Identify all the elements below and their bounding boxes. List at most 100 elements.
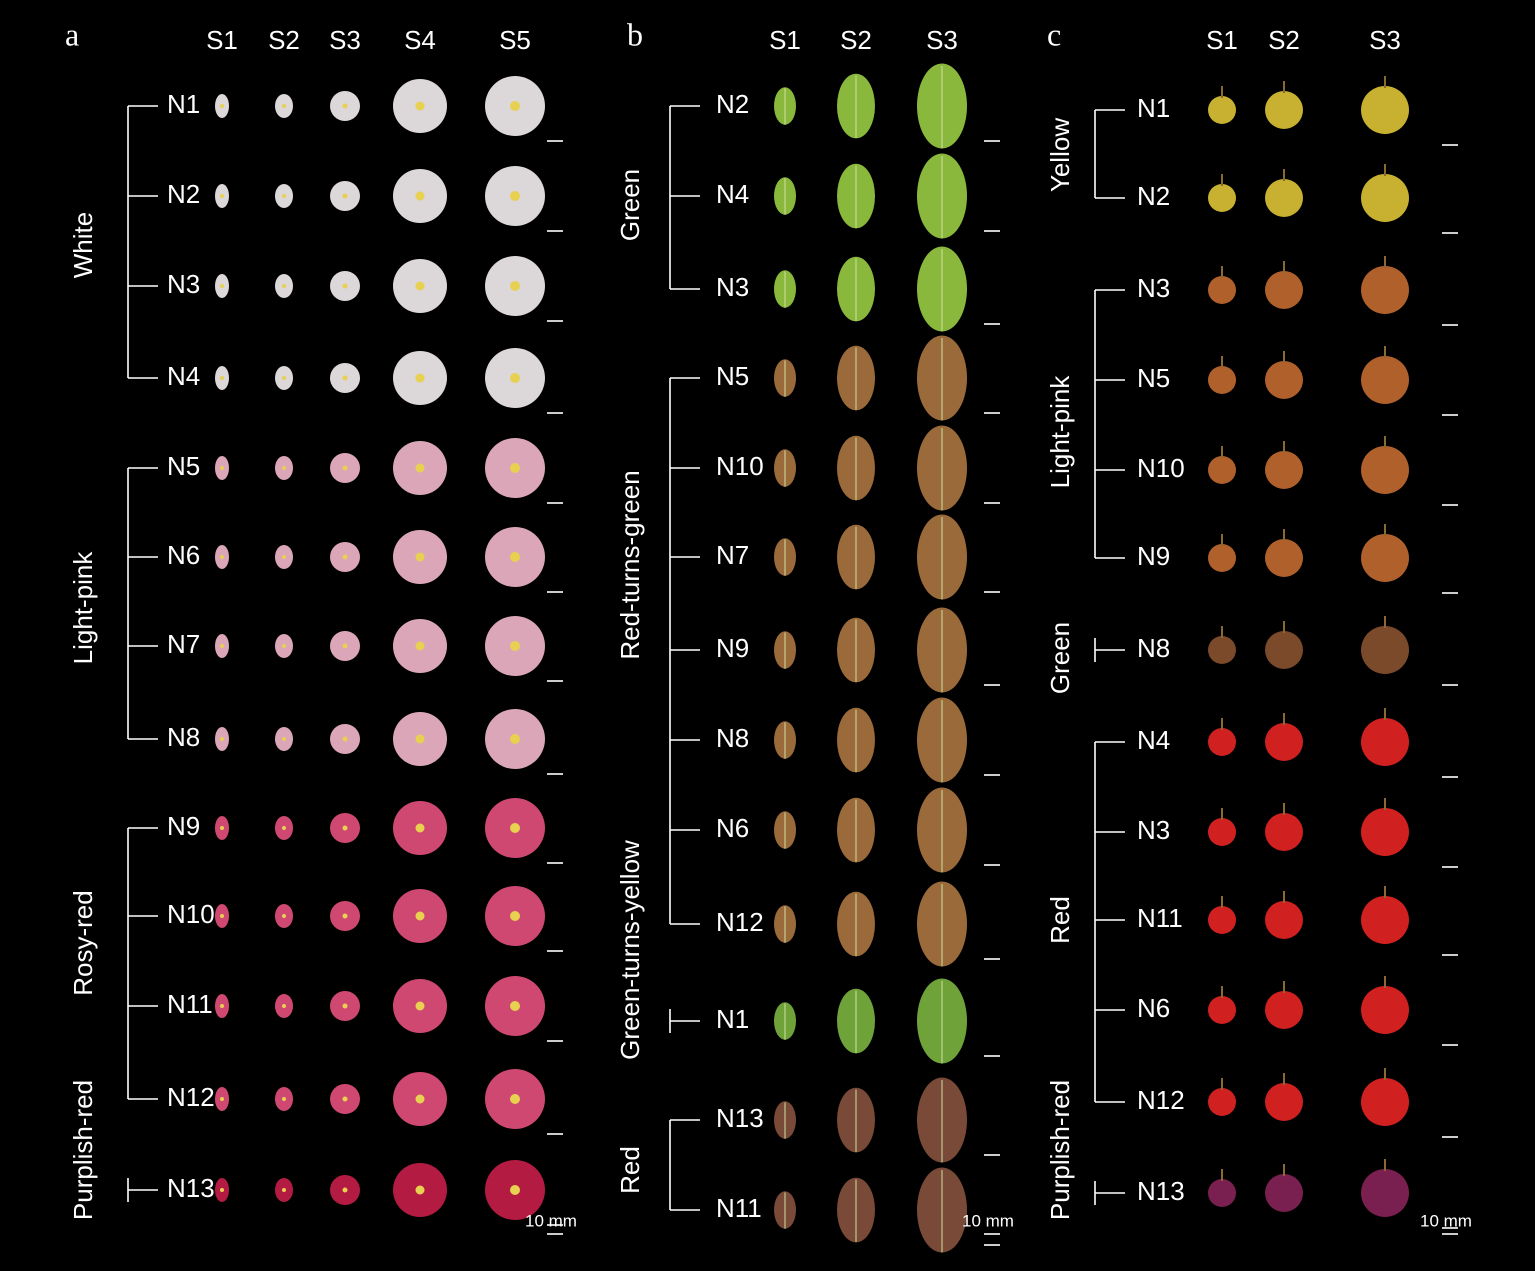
column-label: S2 <box>840 25 872 55</box>
flower-center <box>220 555 224 559</box>
row-label: N10 <box>716 451 764 481</box>
fruit-photo <box>1265 723 1303 761</box>
flower-center <box>342 193 348 199</box>
row-label: N6 <box>167 540 200 570</box>
flower-center <box>220 194 224 198</box>
group-label: Light-pink <box>1045 375 1075 489</box>
fruit-photo <box>1361 626 1409 674</box>
group-label: Purplish-red <box>68 1080 98 1220</box>
row-label: N11 <box>716 1193 762 1223</box>
row-label: N9 <box>716 633 749 663</box>
row-label: N5 <box>167 451 200 481</box>
fruit-photo <box>1265 451 1303 489</box>
flower-center <box>220 376 224 380</box>
flower-center <box>510 911 520 921</box>
flower-center <box>342 103 348 109</box>
column-label: S1 <box>769 25 801 55</box>
flower-center <box>415 191 425 201</box>
flower-center <box>510 373 520 383</box>
flower-center <box>342 554 348 560</box>
column-label: S3 <box>1369 25 1401 55</box>
fruit-photo <box>1208 456 1236 484</box>
flower-center <box>510 101 520 111</box>
fruit-photo <box>1265 91 1303 129</box>
flower-center <box>415 1185 425 1195</box>
flower-center <box>510 463 520 473</box>
row-label: N3 <box>167 269 200 299</box>
row-label: N4 <box>167 361 200 391</box>
fruit-photo <box>1208 906 1236 934</box>
row-label: N11 <box>1137 903 1183 933</box>
row-label: N5 <box>716 361 749 391</box>
group-label: Rosy-red <box>68 890 98 995</box>
row-label: N1 <box>1137 93 1170 123</box>
group-label: Yellow <box>1045 118 1075 192</box>
flower-center <box>282 376 286 380</box>
fruit-photo <box>1208 1088 1236 1116</box>
fruit-photo <box>1361 986 1409 1034</box>
row-label: N2 <box>1137 181 1170 211</box>
group-label: Purplish-red <box>1045 1080 1075 1220</box>
column-label: S1 <box>1206 25 1238 55</box>
fruit-photo <box>1361 718 1409 766</box>
fruit-photo <box>1265 361 1303 399</box>
flower-center <box>282 737 286 741</box>
flower-center <box>220 914 224 918</box>
flower-center <box>282 555 286 559</box>
flower-center <box>220 104 224 108</box>
flower-center <box>342 1096 348 1102</box>
fruit-photo <box>1208 544 1236 572</box>
group-label: White <box>68 212 98 278</box>
flower-center <box>415 463 425 473</box>
column-label: S1 <box>206 25 238 55</box>
row-label: N13 <box>167 1173 215 1203</box>
row-label: N9 <box>1137 541 1170 571</box>
group-label: Green <box>1045 622 1075 694</box>
row-label: N4 <box>716 179 749 209</box>
flower-center <box>415 552 425 562</box>
fruit-photo <box>1208 996 1236 1024</box>
row-label: N8 <box>167 722 200 752</box>
flower-center <box>220 1188 224 1192</box>
flower-center <box>510 281 520 291</box>
flower-center <box>342 283 348 289</box>
row-label: N5 <box>1137 363 1170 393</box>
row-label: N12 <box>1137 1085 1185 1115</box>
flower-center <box>415 911 425 921</box>
flower-center <box>342 913 348 919</box>
flower-center <box>415 1094 425 1104</box>
row-label: N12 <box>716 907 764 937</box>
scale-label: 10 mm <box>962 1211 1014 1230</box>
fruit-photo <box>1361 174 1409 222</box>
flower-center <box>220 1004 224 1008</box>
fruit-photo <box>1265 901 1303 939</box>
flower-center <box>510 552 520 562</box>
panel-label: c <box>1047 16 1061 52</box>
flower-center <box>220 737 224 741</box>
row-label: N10 <box>167 899 215 929</box>
flower-center <box>282 466 286 470</box>
row-label: N3 <box>1137 273 1170 303</box>
fruit-photo <box>1265 271 1303 309</box>
fruit-photo <box>1265 539 1303 577</box>
fruit-photo <box>1361 1169 1409 1217</box>
flower-center <box>342 1187 348 1193</box>
panel-label: b <box>627 16 643 52</box>
row-label: N8 <box>716 723 749 753</box>
flower-center <box>220 644 224 648</box>
flower-center <box>282 194 286 198</box>
column-label: S4 <box>404 25 436 55</box>
fruit-photo <box>1361 534 1409 582</box>
flower-center <box>220 284 224 288</box>
fruit-photo <box>1265 1083 1303 1121</box>
flower-center <box>282 644 286 648</box>
fruit-photo <box>1265 179 1303 217</box>
fruit-photo <box>1361 808 1409 856</box>
row-label: N3 <box>1137 815 1170 845</box>
flower-center <box>510 641 520 651</box>
fruit-photo <box>1208 184 1236 212</box>
flower-center <box>510 823 520 833</box>
row-label: N2 <box>167 179 200 209</box>
row-label: N4 <box>1137 725 1170 755</box>
